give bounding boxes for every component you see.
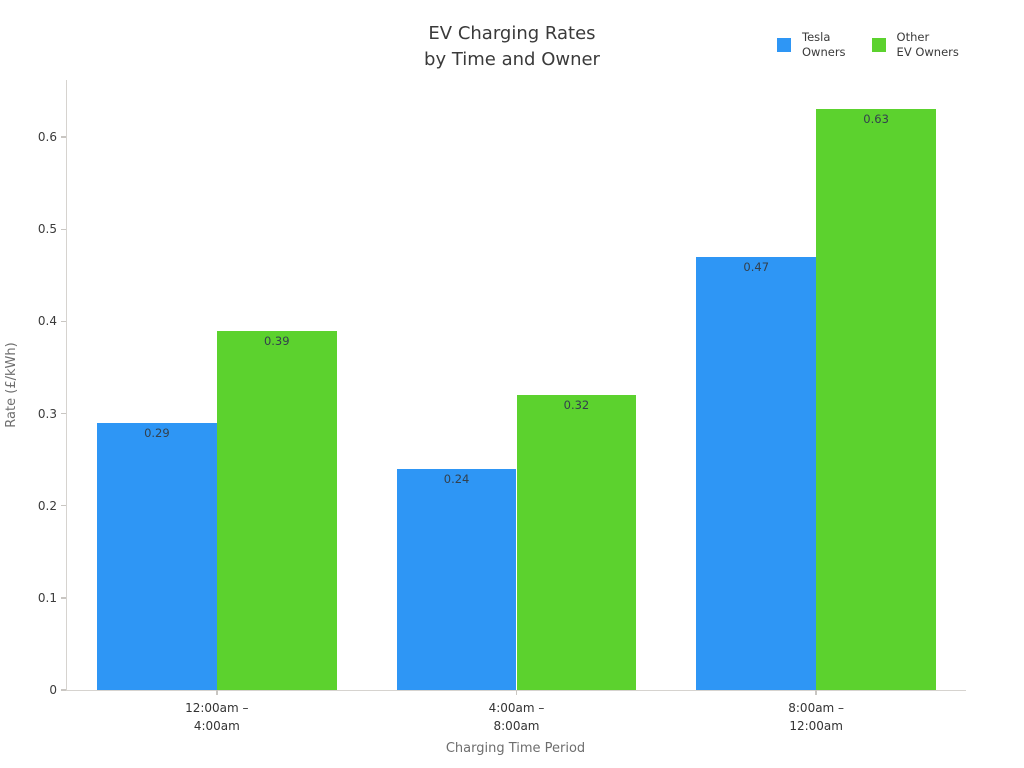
plot-area: 0 0.1 0.2 0.3 0.4 0.5 0.6 12:00am – 4:00am 0.29 0…	[38, 80, 966, 733]
y-axis-title: Rate (£/kWh)	[4, 342, 19, 428]
x-tick-mark	[216, 690, 218, 695]
y-tick-mark	[60, 504, 66, 507]
bar-tesla-group3: 0.47	[696, 256, 817, 690]
bar-tesla-group1: 0.29	[96, 422, 217, 690]
bar-value-label: 0.24	[443, 471, 470, 486]
y-tick-mark	[60, 689, 66, 691]
bar-value-label: 0.63	[863, 112, 889, 127]
legend-label-other-ev-owners: Other EV Owners	[896, 30, 959, 59]
x-tick-label: 8:00am – 12:00am	[788, 701, 845, 733]
legend-item-tesla-owners: Tesla Owners	[777, 30, 846, 60]
bar-value-label: 0.29	[144, 425, 170, 440]
legend-label-tesla-owners: Tesla Owners	[802, 30, 846, 59]
x-tick-label: 12:00am – 4:00am	[185, 701, 249, 733]
y-tick-label: 0.4	[37, 314, 57, 329]
chart-title: EV Charging Rates by Time and Owner	[424, 23, 600, 70]
y-tick-label: 0.1	[37, 590, 57, 605]
bar-other-group3: 0.63	[816, 109, 937, 690]
x-tick-mark	[815, 690, 817, 695]
y-tick-label: 0.5	[37, 222, 57, 237]
bar-other-group2: 0.32	[516, 395, 637, 690]
legend-swatch-other-icon	[871, 38, 886, 52]
y-tick-label: 0	[49, 683, 57, 697]
legend-swatch-tesla-icon	[777, 38, 791, 52]
bar-value-label: 0.39	[263, 333, 290, 348]
x-axis-title: Charging Time Period	[445, 741, 586, 756]
x-tick-mark	[515, 690, 518, 695]
bar-other-group1: 0.39	[216, 330, 337, 690]
bar-value-label: 0.47	[743, 259, 770, 274]
y-tick-mark	[60, 228, 66, 231]
y-tick-label: 0.6	[37, 130, 57, 145]
y-tick-mark	[60, 597, 66, 599]
bar-tesla-group2: 0.24	[396, 468, 517, 690]
y-tick-mark	[60, 412, 66, 415]
legend: Tesla Owners Other EV Owners	[777, 30, 959, 60]
x-tick-label: 4:00am – 8:00am	[488, 701, 545, 733]
y-tick-label: 0.3	[37, 406, 57, 421]
bar-value-label: 0.32	[563, 398, 590, 413]
y-tick-mark	[60, 320, 66, 323]
y-tick-label: 0.2	[37, 498, 57, 513]
y-tick-mark	[60, 136, 66, 138]
legend-item-other-ev-owners: Other EV Owners	[871, 30, 959, 60]
